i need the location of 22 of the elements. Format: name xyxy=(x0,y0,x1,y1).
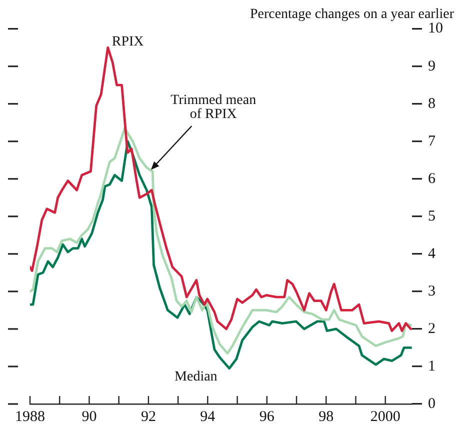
y-tick-label: 8 xyxy=(428,96,436,112)
x-tick-label: 92 xyxy=(140,408,156,425)
x-tick-label: 96 xyxy=(259,408,275,425)
x-tick-label: 90 xyxy=(82,408,97,425)
y-tick-label: 4 xyxy=(428,246,436,262)
y-tick-label: 10 xyxy=(428,20,443,37)
y-tick-label: 2 xyxy=(428,320,436,337)
y-tick-label: 0 xyxy=(428,396,436,412)
y-tick-label: 9 xyxy=(428,58,436,74)
annotation: RPIX xyxy=(112,34,144,50)
x-tick-label: 1988 xyxy=(15,408,45,425)
y-tick-label: 3 xyxy=(428,283,436,300)
y-tick-label: 6 xyxy=(428,170,436,187)
x-tick-label: 2000 xyxy=(370,408,400,425)
y-tick-label: 7 xyxy=(428,133,436,150)
x-tick-label: 94 xyxy=(200,408,216,425)
y-tick-label: 5 xyxy=(428,208,436,224)
y-tick-label: 1 xyxy=(428,358,436,374)
annotation: Trimmed mean of RPIX xyxy=(170,92,256,122)
chart-title: Percentage changes on a year earlier xyxy=(250,7,454,22)
annotation: Median xyxy=(174,369,218,384)
x-tick-label: 98 xyxy=(318,408,334,425)
